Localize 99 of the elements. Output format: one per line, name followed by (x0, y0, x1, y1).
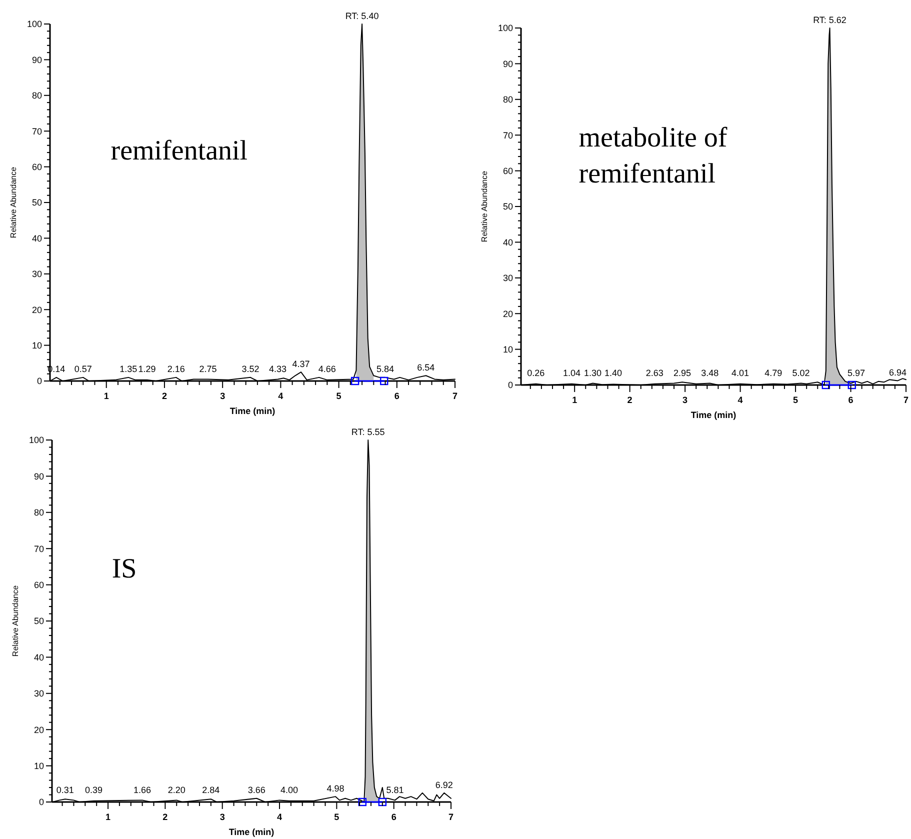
x-tick-label: 5 (793, 395, 798, 405)
x-tick-label: 5 (336, 391, 342, 401)
annotation: 4.79 (764, 368, 782, 378)
x-tick-label: 4 (738, 395, 743, 405)
y-tick-label: 40 (32, 233, 42, 244)
y-axis-title: Relative Abundance (11, 584, 20, 657)
annotation: 4.98 (326, 784, 344, 794)
y-tick-label: 60 (32, 162, 42, 172)
x-tick-label: 7 (903, 395, 909, 405)
y-tick-label: 60 (502, 166, 513, 176)
y-axis-title: Relative Abundance (480, 170, 489, 242)
annotation: 3.66 (248, 785, 266, 795)
x-tick-label: 2 (627, 395, 632, 405)
y-tick-label: 30 (502, 273, 513, 284)
y-tick-label: 80 (34, 508, 44, 518)
y-tick-label: 30 (32, 269, 42, 280)
annotation: 1.04 (563, 368, 581, 378)
annotation: RT: 5.55 (351, 427, 385, 437)
x-axis-title: Time (min) (228, 827, 274, 837)
x-tick-label: 2 (162, 391, 167, 401)
x-axis-title: Time (min) (230, 406, 276, 416)
annotation: remifentanil (110, 136, 248, 167)
annotation: 3.48 (701, 368, 719, 378)
x-tick-label: 1 (104, 391, 109, 401)
annotation: 4.01 (732, 368, 750, 378)
annotation: 1.30 (584, 368, 602, 378)
annotation: 0.31 (56, 785, 74, 795)
x-tick-label: 2 (162, 812, 168, 822)
x-tick-label: 6 (391, 812, 396, 822)
annotation: 3.52 (242, 364, 260, 374)
y-tick-label: 0 (36, 376, 42, 386)
annotation: RT: 5.62 (813, 15, 846, 25)
y-tick-label: 100 (28, 435, 44, 446)
annotation: 6.92 (435, 780, 453, 790)
y-tick-label: 0 (38, 797, 44, 808)
x-tick-label: 3 (682, 395, 688, 405)
x-tick-label: 4 (277, 812, 282, 822)
y-tick-label: 20 (32, 304, 42, 315)
annotation: 2.75 (199, 364, 217, 374)
y-tick-label: 60 (34, 580, 44, 590)
x-tick-label: 6 (848, 395, 854, 405)
annotation: 0.39 (84, 785, 102, 795)
annotation: 0.26 (527, 368, 545, 378)
annotation: 5.02 (792, 368, 810, 378)
annotation: 5.81 (386, 785, 404, 795)
y-tick-label: 20 (502, 308, 513, 319)
annotation: 2.63 (646, 368, 664, 378)
y-tick-label: 80 (502, 94, 513, 105)
y-tick-label: 30 (34, 688, 44, 699)
y-tick-label: 70 (502, 130, 513, 140)
x-tick-label: 4 (278, 391, 284, 401)
annotation: 0.57 (74, 364, 92, 374)
annotation: 1.29 (138, 364, 156, 374)
annotation: 6.94 (888, 368, 906, 378)
annotation: 4.33 (269, 364, 287, 374)
y-tick-label: 10 (34, 760, 44, 771)
y-tick-label: 50 (34, 616, 44, 626)
annotation: 4.66 (318, 364, 336, 374)
y-tick-label: 20 (34, 724, 44, 735)
y-tick-label: 100 (498, 23, 513, 34)
y-tick-label: 50 (502, 202, 513, 212)
annotation: 2.20 (168, 785, 186, 795)
y-axis-title: Relative Abundance (9, 166, 18, 238)
y-tick-label: 90 (502, 58, 513, 69)
annotation: 4.00 (280, 785, 298, 795)
y-tick-label: 0 (508, 380, 513, 390)
x-axis-title: Time (min) (690, 410, 736, 420)
x-tick-label: 7 (448, 812, 454, 822)
x-tick-label: 1 (572, 395, 578, 405)
y-tick-label: 40 (34, 652, 44, 662)
annotation: 2.95 (674, 368, 692, 378)
annotation: 4.37 (292, 359, 310, 370)
annotation: RT: 5.40 (345, 11, 379, 21)
annotation: 1.35 (120, 364, 138, 374)
x-tick-label: 5 (334, 812, 340, 822)
y-tick-label: 80 (32, 90, 42, 101)
x-tick-label: 3 (220, 391, 226, 401)
annotation: 1.40 (604, 368, 622, 378)
y-tick-label: 70 (32, 126, 42, 136)
y-tick-label: 10 (502, 344, 513, 354)
annotation: IS (112, 554, 137, 585)
x-tick-label: 1 (106, 812, 111, 822)
y-tick-label: 90 (34, 471, 44, 482)
y-tick-label: 70 (34, 544, 44, 554)
annotation: 2.84 (202, 785, 220, 795)
annotation: 2.16 (167, 364, 185, 374)
y-tick-label: 40 (502, 237, 513, 248)
annotation: 5.97 (848, 368, 866, 378)
annotation: 5.84 (376, 364, 394, 374)
annotation: metabolite of remifentanil (578, 122, 728, 190)
y-tick-label: 50 (32, 198, 42, 208)
y-tick-label: 100 (26, 19, 42, 30)
y-tick-label: 10 (32, 340, 42, 350)
x-tick-label: 6 (394, 391, 400, 401)
annotation: 6.54 (417, 362, 435, 373)
y-tick-label: 90 (32, 54, 42, 65)
x-tick-label: 3 (220, 812, 225, 822)
annotation: 1.66 (134, 785, 152, 795)
x-tick-label: 7 (452, 391, 458, 401)
